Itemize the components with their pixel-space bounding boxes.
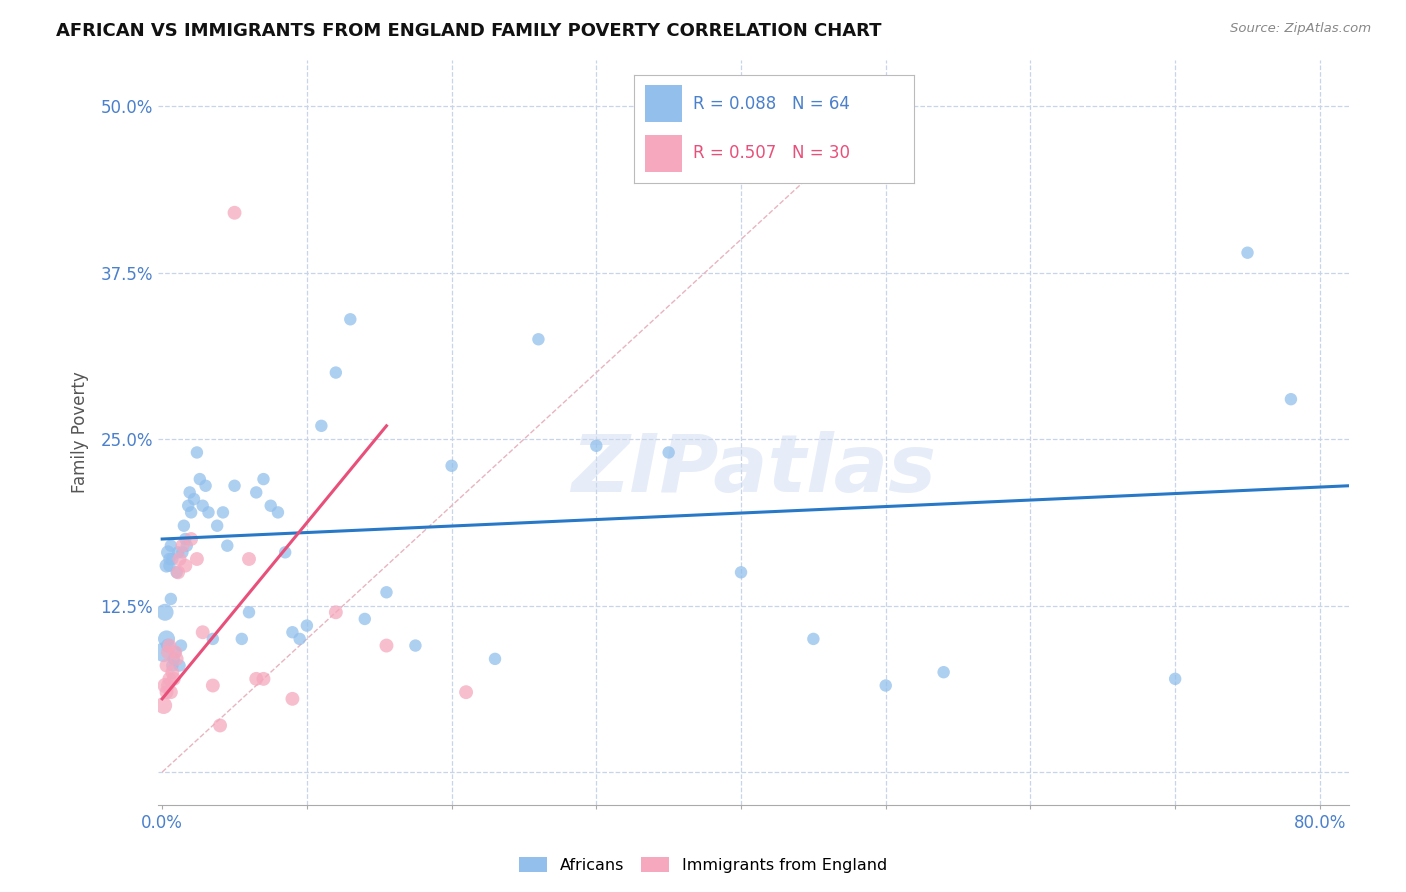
Point xyxy=(404,639,426,653)
Point xyxy=(1164,672,1187,686)
Point xyxy=(188,472,211,486)
Point xyxy=(325,366,347,380)
Point xyxy=(875,679,897,693)
Point xyxy=(231,632,253,646)
Point xyxy=(252,672,274,686)
Point xyxy=(440,458,463,473)
Point xyxy=(180,505,202,519)
Point xyxy=(162,552,184,566)
Point xyxy=(186,552,208,566)
Point xyxy=(224,479,246,493)
Point xyxy=(152,645,174,659)
Point xyxy=(156,545,179,559)
Point xyxy=(162,665,184,680)
Point xyxy=(173,518,195,533)
Point xyxy=(160,685,183,699)
Point xyxy=(157,558,180,573)
Point xyxy=(156,639,179,653)
Point xyxy=(186,445,208,459)
Point xyxy=(166,652,188,666)
Point xyxy=(274,545,297,559)
Point xyxy=(153,605,176,619)
Point xyxy=(295,618,318,632)
Point xyxy=(172,545,194,559)
Point xyxy=(157,672,180,686)
Point xyxy=(156,679,179,693)
Point xyxy=(288,632,311,646)
Point xyxy=(658,445,681,459)
Point xyxy=(183,491,205,506)
Point xyxy=(172,539,194,553)
Point xyxy=(932,665,955,680)
Point xyxy=(245,485,267,500)
Point xyxy=(260,499,283,513)
Point xyxy=(169,552,191,566)
Point xyxy=(730,566,752,580)
Point xyxy=(179,485,201,500)
Point xyxy=(157,552,180,566)
Point xyxy=(155,632,177,646)
Point xyxy=(212,505,235,519)
Point xyxy=(166,566,188,580)
Y-axis label: Family Poverty: Family Poverty xyxy=(72,372,89,493)
Point xyxy=(585,439,607,453)
Point xyxy=(152,698,174,713)
Point xyxy=(1279,392,1302,407)
Point xyxy=(167,566,190,580)
Point xyxy=(201,679,224,693)
Point xyxy=(157,639,180,653)
Point xyxy=(170,639,193,653)
Text: ZIPatlas: ZIPatlas xyxy=(571,431,936,508)
Point xyxy=(174,558,197,573)
Point xyxy=(167,545,190,559)
Point xyxy=(156,645,179,659)
Point xyxy=(160,539,183,553)
Point xyxy=(155,658,177,673)
Point xyxy=(238,605,260,619)
Point xyxy=(163,672,186,686)
Point xyxy=(484,652,506,666)
Point xyxy=(194,479,217,493)
Point xyxy=(375,585,398,599)
Point xyxy=(165,645,187,659)
Point xyxy=(201,632,224,646)
Point xyxy=(176,539,198,553)
Point xyxy=(165,645,187,659)
Point xyxy=(267,505,290,519)
Point xyxy=(177,499,200,513)
Point xyxy=(311,418,333,433)
Point xyxy=(281,691,304,706)
Point xyxy=(238,552,260,566)
Point xyxy=(527,332,550,346)
Legend: Africans, Immigrants from England: Africans, Immigrants from England xyxy=(512,851,894,880)
Point xyxy=(191,625,214,640)
Point xyxy=(160,591,183,606)
Point xyxy=(153,679,176,693)
Point xyxy=(155,685,177,699)
Point xyxy=(224,206,246,220)
Text: AFRICAN VS IMMIGRANTS FROM ENGLAND FAMILY POVERTY CORRELATION CHART: AFRICAN VS IMMIGRANTS FROM ENGLAND FAMIL… xyxy=(56,22,882,40)
Point xyxy=(162,658,184,673)
Point xyxy=(174,532,197,546)
Point xyxy=(197,505,219,519)
Point xyxy=(245,672,267,686)
Point xyxy=(252,472,274,486)
Point xyxy=(180,532,202,546)
Point xyxy=(353,612,375,626)
Point xyxy=(281,625,304,640)
Point xyxy=(205,518,228,533)
Point xyxy=(325,605,347,619)
Point xyxy=(163,652,186,666)
Point xyxy=(217,539,239,553)
Point xyxy=(191,499,214,513)
Point xyxy=(209,718,232,732)
Point xyxy=(155,558,177,573)
Point xyxy=(339,312,361,326)
Point xyxy=(803,632,825,646)
Text: Source: ZipAtlas.com: Source: ZipAtlas.com xyxy=(1230,22,1371,36)
Point xyxy=(375,639,398,653)
Point xyxy=(169,658,191,673)
Point xyxy=(454,685,477,699)
Point xyxy=(1236,245,1258,260)
